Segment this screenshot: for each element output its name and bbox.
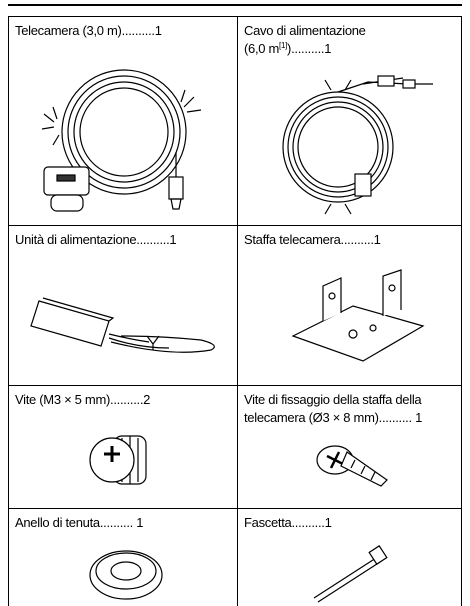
- text: (6,0 m: [244, 41, 280, 56]
- bracket-screw-illustration: [316, 445, 388, 487]
- cell-text: Fascetta..........1: [244, 514, 332, 532]
- table-cell: Telecamera (3,0 m)..........1: [9, 17, 238, 226]
- cell-line: Vite (M3 × 5 mm)..........2: [15, 392, 151, 407]
- cell-text: Vite (M3 × 5 mm)..........2: [15, 391, 150, 409]
- cell-line: Cavo di alimentazione: [244, 23, 366, 38]
- parts-table: Telecamera (3,0 m)..........1 Cavo di al…: [8, 16, 462, 606]
- table-cell: Unità di alimentazione..........1: [9, 226, 238, 386]
- text: )..........1: [287, 41, 332, 56]
- table-cell: Cavo di alimentazione (6,0 m[1])........…: [238, 17, 462, 226]
- cable-tie-illustration: [313, 545, 388, 603]
- table-cell: Staffa telecamera..........1: [238, 226, 462, 386]
- cell-line: Staffa telecamera..........1: [244, 232, 381, 247]
- cell-line: Unità di alimentazione..........1: [15, 232, 177, 247]
- cell-line: Telecamera (3,0 m)..........1: [15, 23, 162, 38]
- footnote-ref: [1]: [279, 41, 288, 50]
- cell-line: Anello di tenuta.......... 1: [15, 515, 144, 530]
- cell-line: telecamera (Ø3 × 8 mm).......... 1: [244, 410, 422, 425]
- screw-illustration: [89, 435, 147, 485]
- table-cell: Vite (M3 × 5 mm)..........2: [9, 386, 238, 509]
- bracket-illustration: [291, 269, 425, 362]
- cell-text: Staffa telecamera..........1: [244, 231, 381, 249]
- cell-text: Cavo di alimentazione (6,0 m[1])........…: [244, 22, 366, 58]
- top-rule: [8, 4, 462, 6]
- power-unit-illustration: [30, 297, 215, 353]
- cell-line: Fascetta..........1: [244, 515, 332, 530]
- cell-text: Anello di tenuta.......... 1: [15, 514, 143, 532]
- table-cell: Anello di tenuta.......... 1: [9, 509, 238, 606]
- cable-illustration: [282, 75, 433, 215]
- cell-line: (6,0 m[1])..........1: [244, 40, 366, 58]
- cell-text: Vite di fissaggio della staffa della tel…: [244, 391, 422, 427]
- cell-line: Vite di fissaggio della staffa della: [244, 392, 422, 407]
- cell-text: Telecamera (3,0 m)..........1: [15, 22, 162, 40]
- table-cell: Vite di fissaggio della staffa della tel…: [238, 386, 462, 509]
- camera-illustration: [41, 69, 202, 212]
- cell-text: Unità di alimentazione..........1: [15, 231, 177, 249]
- table-cell: Fascetta..........1: [238, 509, 462, 606]
- seal-ring-illustration: [89, 550, 163, 600]
